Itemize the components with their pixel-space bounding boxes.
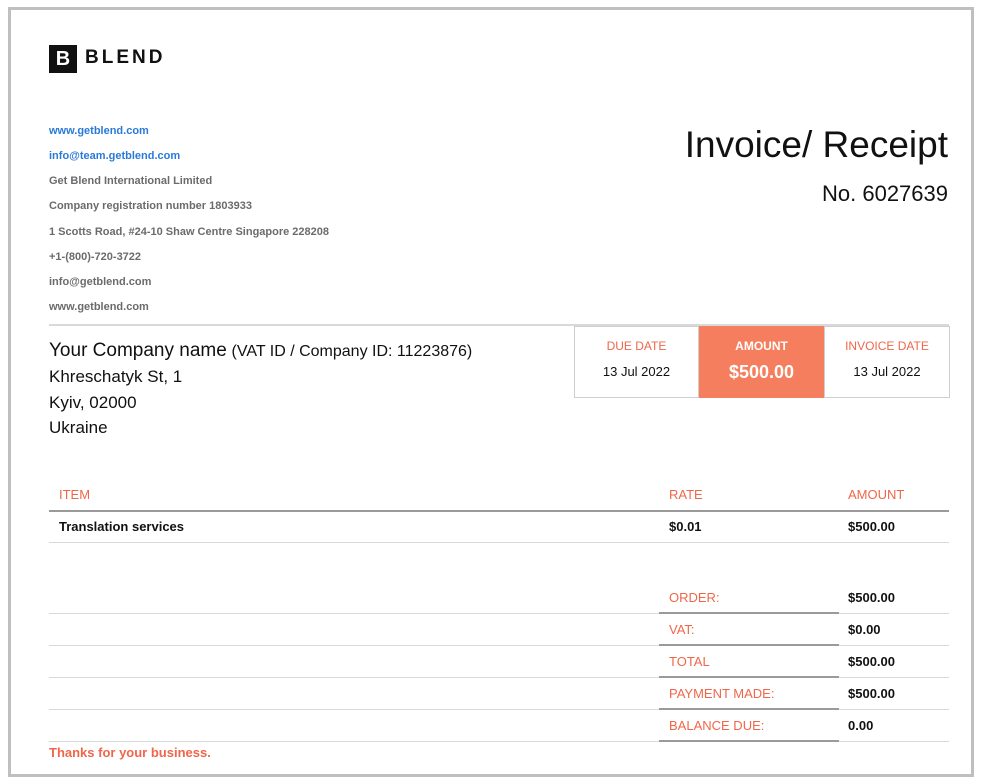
customer-country: Ukraine (49, 418, 108, 437)
summary-label-rule (659, 740, 839, 742)
summary-balance-label: BALANCE DUE: (669, 718, 765, 733)
summary-label-rule (659, 644, 839, 646)
customer-city: Kyiv, 02000 (49, 393, 137, 412)
summary-rule (49, 741, 949, 742)
invoice-date-label: INVOICE DATE (845, 339, 929, 353)
table-row-rule (49, 542, 949, 543)
company-legal-name: Get Blend International Limited (49, 175, 213, 187)
row-rate: $0.01 (669, 519, 702, 534)
summary-order-label: ORDER: (669, 590, 720, 605)
invoice-date-box: INVOICE DATE 13 Jul 2022 (824, 326, 950, 398)
customer-name-line: Your Company name (VAT ID / Company ID: … (49, 340, 472, 362)
invoice-date-value: 13 Jul 2022 (853, 364, 921, 379)
thanks-message: Thanks for your business. (49, 745, 211, 760)
due-date-box: DUE DATE 13 Jul 2022 (574, 326, 699, 398)
summary-total-label: TOTAL (669, 654, 710, 669)
header-divider (49, 324, 949, 326)
invoice-number: No. 6027639 (822, 181, 948, 206)
summary-rule (49, 613, 949, 614)
summary-rule (49, 677, 949, 678)
summary-total-value: $500.00 (848, 654, 895, 669)
team-email-link[interactable]: info@team.getblend.com (49, 150, 181, 162)
customer-street: Khreschatyk St, 1 (49, 367, 183, 386)
summary-vat-value: $0.00 (848, 622, 881, 637)
summary-balance-value: 0.00 (848, 718, 874, 733)
registration-number: Company registration number 1803933 (49, 200, 252, 212)
invoice-title: Invoice/ Receipt (684, 124, 948, 165)
due-date-value: 13 Jul 2022 (602, 364, 671, 379)
company-address: 1 Scotts Road, #24-10 Shaw Centre Singap… (49, 226, 330, 238)
column-header-rate: RATE (669, 487, 703, 502)
customer-name: Your Company name (49, 340, 227, 361)
summary-label-rule (659, 708, 839, 710)
summary-rule (49, 645, 949, 646)
website-link[interactable]: www.getblend.com (49, 125, 149, 137)
row-item: Translation services (59, 519, 185, 534)
table-header-rule (49, 510, 949, 512)
company-phone: +1-(800)-720-3722 (49, 251, 142, 263)
brand-name: BLEND (85, 47, 166, 68)
summary-rule (49, 709, 949, 710)
due-date-label: DUE DATE (606, 339, 667, 353)
blend-logo-icon: B (49, 45, 77, 73)
amount-value: $500.00 (728, 362, 795, 382)
column-header-amount: AMOUNT (848, 487, 905, 502)
company-email: info@getblend.com (49, 276, 152, 288)
summary-order-value: $500.00 (848, 590, 895, 605)
summary-payment-label: PAYMENT MADE: (669, 686, 775, 701)
company-website: www.getblend.com (49, 301, 149, 313)
row-amount: $500.00 (848, 519, 895, 534)
amount-label: AMOUNT (735, 339, 788, 353)
amount-box: AMOUNT $500.00 (699, 326, 824, 398)
column-header-item: ITEM (59, 487, 91, 502)
summary-vat-label: VAT: (669, 622, 695, 637)
summary-label-rule (659, 612, 839, 614)
summary-payment-value: $500.00 (848, 686, 895, 701)
customer-vat: (VAT ID / Company ID: 11223876) (231, 343, 473, 360)
summary-label-rule (659, 676, 839, 678)
